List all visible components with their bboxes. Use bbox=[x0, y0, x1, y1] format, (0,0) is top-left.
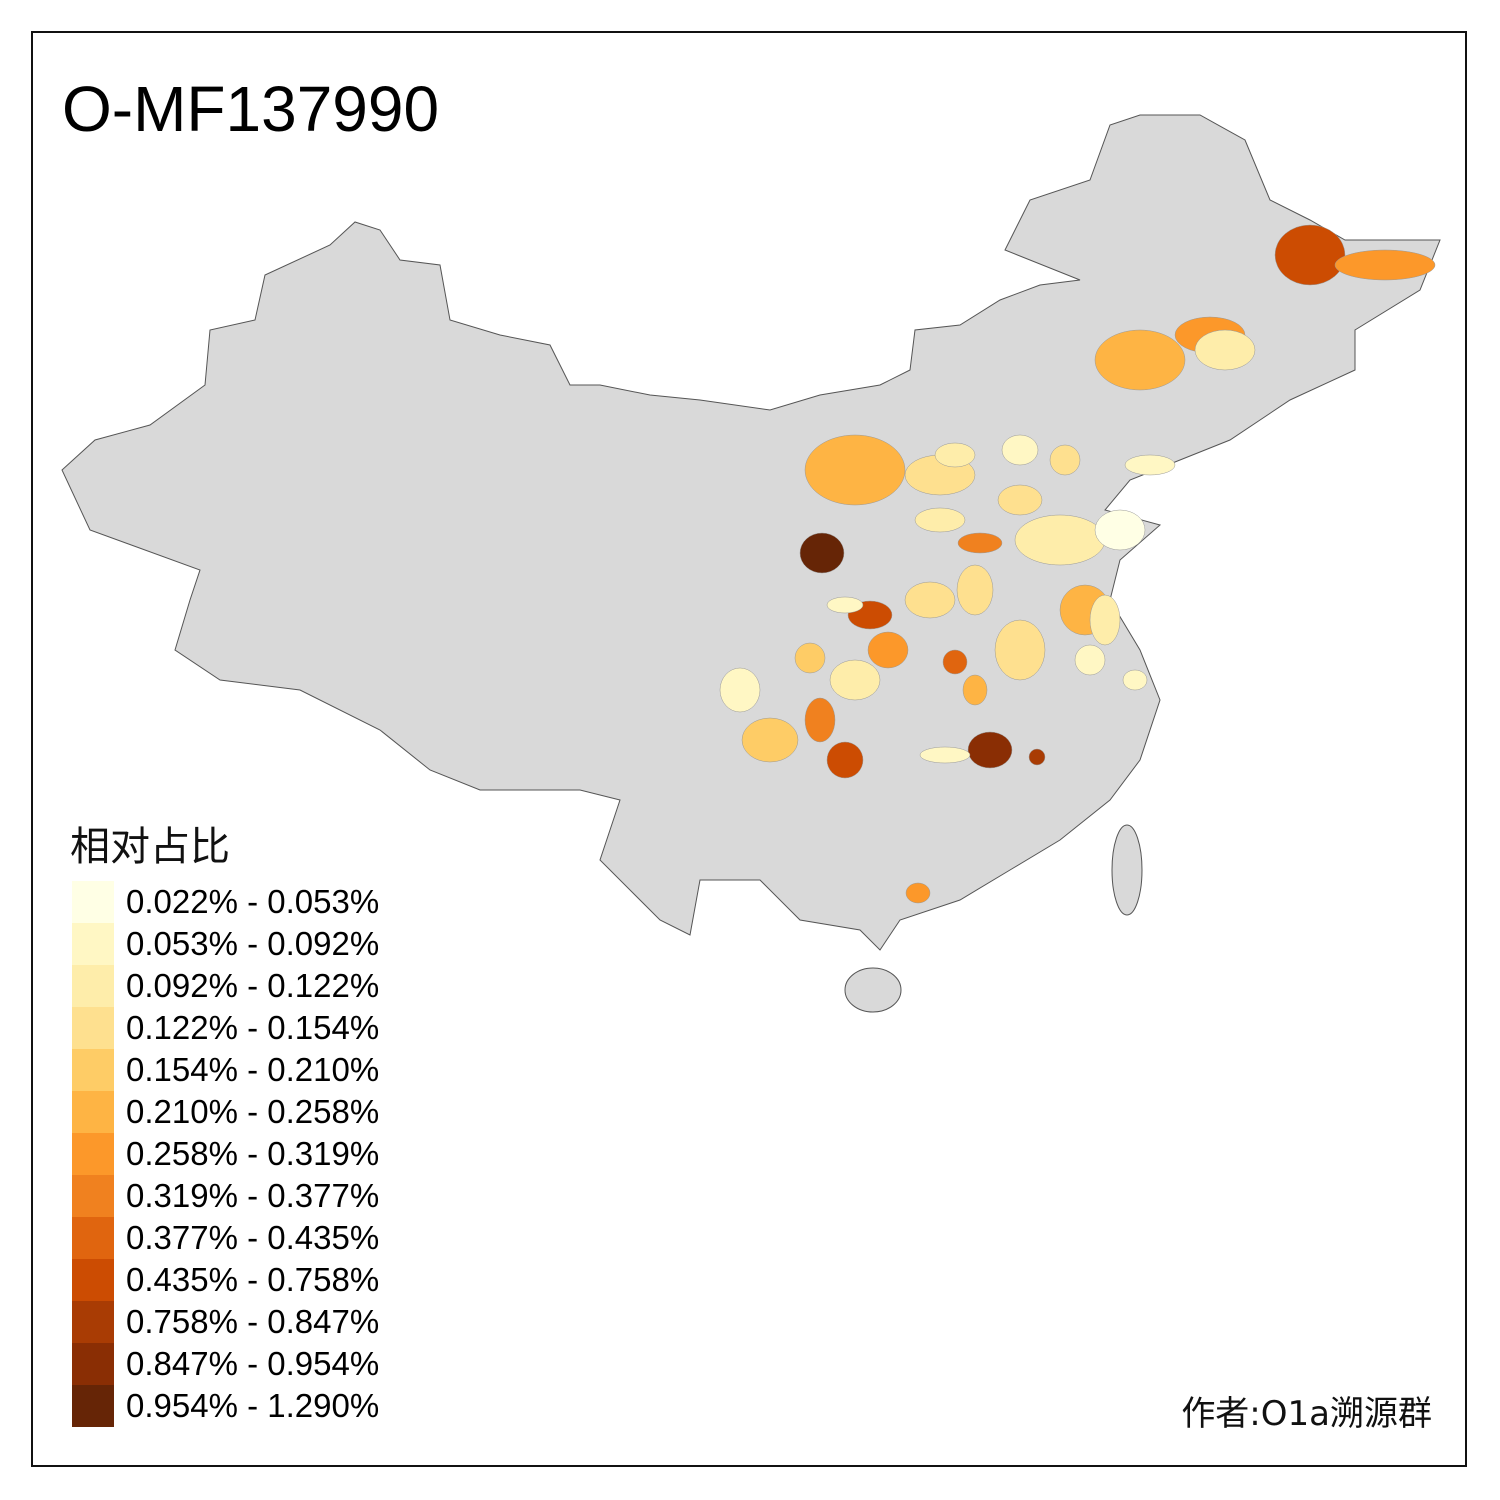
legend-item: 0.022% - 0.053% bbox=[72, 881, 379, 923]
region-shape bbox=[826, 741, 864, 779]
region-shape bbox=[919, 746, 971, 764]
mainland-region bbox=[61, 114, 1441, 951]
region-shape bbox=[1124, 454, 1176, 476]
legend-label: 0.092% - 0.122% bbox=[126, 967, 380, 1004]
region-shape bbox=[1001, 434, 1039, 466]
legend-item: 0.954% - 1.290% bbox=[72, 1385, 379, 1427]
region-shape bbox=[1089, 594, 1121, 646]
region-shape bbox=[1049, 444, 1081, 476]
legend-label: 0.122% - 0.154% bbox=[126, 1009, 380, 1046]
hainan-region bbox=[844, 967, 902, 1013]
legend-item: 0.319% - 0.377% bbox=[72, 1175, 379, 1217]
region-shape bbox=[904, 581, 956, 619]
region-shape bbox=[1274, 224, 1346, 286]
legend-item: 0.053% - 0.092% bbox=[72, 923, 379, 965]
region-shape bbox=[867, 631, 909, 669]
region-shape bbox=[994, 619, 1046, 681]
legend-item: 0.210% - 0.258% bbox=[72, 1091, 379, 1133]
legend-swatch bbox=[72, 1385, 114, 1427]
region-shape bbox=[956, 564, 994, 616]
legend-label: 0.435% - 0.758% bbox=[126, 1261, 380, 1298]
region-shape bbox=[1094, 329, 1186, 391]
region-shape bbox=[1014, 514, 1106, 566]
map-title: O-MF137990 bbox=[62, 73, 440, 145]
region-shape bbox=[967, 731, 1013, 769]
legend-label: 0.377% - 0.435% bbox=[126, 1219, 380, 1256]
legend-label: 0.319% - 0.377% bbox=[126, 1177, 380, 1214]
region-shape bbox=[804, 434, 906, 506]
region-shape bbox=[1028, 748, 1046, 766]
legend-item: 0.258% - 0.319% bbox=[72, 1133, 379, 1175]
legend-label: 0.758% - 0.847% bbox=[126, 1303, 380, 1340]
legend-swatch bbox=[72, 1007, 114, 1049]
legend-swatch bbox=[72, 1343, 114, 1385]
frame-border bbox=[31, 31, 1467, 1467]
legend-item: 0.122% - 0.154% bbox=[72, 1007, 379, 1049]
region-shape bbox=[934, 442, 976, 468]
legend-swatch bbox=[72, 1301, 114, 1343]
legend-swatch bbox=[72, 1049, 114, 1091]
legend-title: 相对占比 bbox=[70, 824, 230, 870]
legend-swatch bbox=[72, 923, 114, 965]
legend-swatch bbox=[72, 881, 114, 923]
legend: 0.022% - 0.053% 0.053% - 0.092% 0.092% - 0… bbox=[72, 881, 379, 1427]
legend-label: 0.053% - 0.092% bbox=[126, 925, 380, 962]
region-shape bbox=[1094, 509, 1146, 551]
legend-item: 0.154% - 0.210% bbox=[72, 1049, 379, 1091]
region-shape bbox=[719, 667, 761, 713]
region-shape bbox=[826, 596, 864, 614]
author-credit: 作者:O1a溯源群 bbox=[1181, 1394, 1432, 1434]
legend-label: 0.022% - 0.053% bbox=[126, 883, 380, 920]
legend-item: 0.092% - 0.122% bbox=[72, 965, 379, 1007]
region-shape bbox=[741, 717, 799, 763]
region-shape bbox=[905, 882, 931, 904]
legend-label: 0.210% - 0.258% bbox=[126, 1093, 380, 1130]
legend-item: 0.758% - 0.847% bbox=[72, 1301, 379, 1343]
legend-swatch bbox=[72, 1175, 114, 1217]
region-shape bbox=[1334, 249, 1436, 281]
region-shape bbox=[794, 642, 826, 674]
region-shape bbox=[942, 649, 968, 675]
legend-label: 0.258% - 0.319% bbox=[126, 1135, 380, 1172]
legend-swatch bbox=[72, 1133, 114, 1175]
region-shape bbox=[997, 484, 1043, 516]
legend-item: 0.377% - 0.435% bbox=[72, 1217, 379, 1259]
region-shape bbox=[962, 674, 988, 706]
legend-item: 0.847% - 0.954% bbox=[72, 1343, 379, 1385]
legend-label: 0.154% - 0.210% bbox=[126, 1051, 380, 1088]
legend-label: 0.954% - 1.290% bbox=[126, 1387, 380, 1424]
legend-item: 0.435% - 0.758% bbox=[72, 1259, 379, 1301]
legend-swatch bbox=[72, 1259, 114, 1301]
region-shape bbox=[1194, 329, 1256, 371]
region-shape bbox=[829, 659, 881, 701]
taiwan-region bbox=[1111, 824, 1143, 916]
legend-swatch bbox=[72, 1091, 114, 1133]
legend-label: 0.847% - 0.954% bbox=[126, 1345, 380, 1382]
region-shape bbox=[804, 697, 836, 743]
legend-swatch bbox=[72, 965, 114, 1007]
region-shape bbox=[1074, 644, 1106, 676]
legend-swatch bbox=[72, 1217, 114, 1259]
region-shape bbox=[1122, 669, 1148, 691]
region-shape bbox=[799, 532, 845, 574]
region-shape bbox=[914, 507, 966, 533]
highlighted-regions bbox=[719, 224, 1436, 904]
region-shape bbox=[957, 532, 1003, 554]
